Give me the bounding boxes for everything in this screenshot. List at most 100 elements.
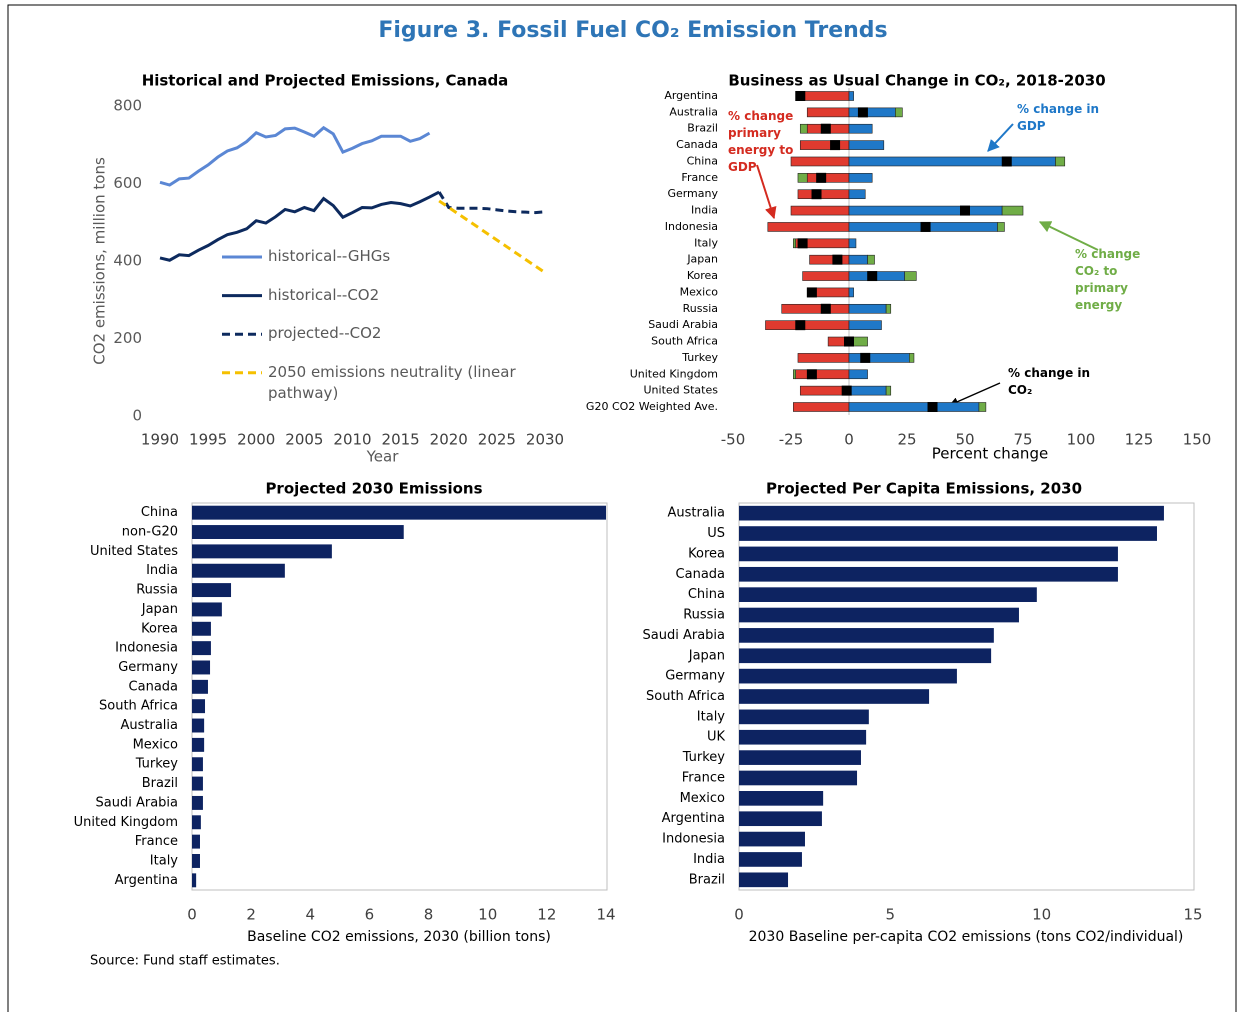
category-label: Saudi Arabia [648, 318, 718, 331]
annotation-arrow [987, 123, 1014, 152]
category-label: India [691, 204, 718, 217]
bar-segment [895, 107, 903, 118]
category-label: Germany [665, 669, 725, 684]
bar-segment [885, 303, 892, 314]
bar [739, 566, 1118, 582]
bar [192, 525, 404, 539]
bar-segment [799, 140, 850, 150]
x-tick-label: 2020 [430, 431, 468, 449]
y-tick-label: 400 [113, 252, 142, 270]
category-label: Canada [129, 679, 178, 694]
category-label: Korea [687, 269, 718, 282]
bar-segment [797, 189, 850, 200]
bar [192, 873, 197, 888]
bar [192, 679, 208, 694]
bar [739, 831, 805, 847]
bar-segment [853, 336, 868, 347]
category-label: United States [90, 544, 178, 559]
bar-segment [848, 353, 910, 363]
category-label: Indonesia [662, 832, 725, 847]
bar-segment [790, 156, 850, 167]
marker [841, 385, 852, 396]
x-tick-label: 14 [596, 906, 615, 924]
category-label: France [135, 834, 178, 849]
bar-segment [790, 205, 850, 216]
marker [960, 205, 970, 216]
bar-segment [1001, 205, 1024, 216]
bar [192, 641, 211, 656]
bar [739, 750, 861, 765]
marker [797, 238, 808, 249]
x-axis-label: 2030 Baseline per-capita CO2 emissions (… [749, 929, 1184, 945]
x-tick-label: 5 [886, 906, 896, 924]
category-label: Germany [667, 187, 718, 200]
bar-segment [848, 173, 873, 183]
legend-label: historical--GHGs [268, 247, 391, 265]
marker [867, 271, 878, 282]
bar [192, 583, 232, 598]
category-label: Turkey [682, 750, 726, 765]
bar-segment [809, 254, 850, 265]
bar-segment [767, 222, 850, 232]
category-label: United States [644, 384, 719, 397]
chart-title: Projected Per Capita Emissions, 2030 [766, 480, 1082, 498]
bar [739, 791, 824, 806]
category-label: South Africa [646, 689, 725, 704]
category-label: China [688, 587, 725, 602]
marker [844, 336, 854, 347]
category-label: United Kingdom [630, 367, 718, 380]
line-series [438, 199, 546, 274]
x-tick-label: 2000 [237, 431, 275, 449]
bar-segment [797, 173, 808, 183]
bar-segment [848, 254, 868, 265]
category-label: Canada [676, 567, 725, 582]
bar [192, 718, 205, 733]
bar-segment [848, 238, 857, 249]
chart-title: Historical and Projected Emissions, Cana… [142, 72, 509, 90]
category-label: Japan [141, 602, 178, 617]
category-label: US [707, 526, 725, 541]
marker [927, 402, 938, 412]
y-tick-label: 800 [113, 97, 142, 115]
bar [192, 621, 211, 636]
category-label: G20 CO2 Weighted Ave. [586, 400, 718, 413]
x-tick-label: 150 [1183, 431, 1212, 449]
category-label: Turkey [681, 351, 718, 364]
category-label: Australia [669, 105, 718, 118]
marker [811, 189, 822, 200]
x-tick-label: 2030 [526, 431, 564, 449]
category-label: Germany [118, 660, 178, 675]
x-tick-label: 10 [1032, 906, 1051, 924]
category-label: Saudi Arabia [643, 628, 726, 643]
category-label: Australia [120, 718, 178, 733]
category-label: Japan [686, 253, 718, 266]
category-label: Brazil [689, 872, 725, 887]
chart-title: Business as Usual Change in CO₂, 2018-20… [728, 72, 1105, 90]
bar-segment [848, 287, 854, 298]
bar-segment [867, 254, 875, 265]
marker [795, 320, 806, 331]
x-axis-label: Baseline CO2 emissions, 2030 (billion to… [247, 929, 551, 945]
marker [857, 107, 868, 118]
category-label: Turkey [135, 757, 179, 772]
x-tick-label: 100 [1067, 431, 1096, 449]
bar-segment [848, 189, 866, 200]
line-series [437, 191, 546, 215]
source-note: Source: Fund staff estimates. [90, 954, 280, 969]
category-label: Brazil [687, 122, 718, 135]
x-tick-label: 8 [424, 906, 434, 924]
bar-segment [848, 369, 868, 380]
bar [192, 699, 206, 714]
bar-segment [765, 320, 850, 330]
category-label: Mexico [680, 285, 719, 298]
bar-segment [848, 156, 1056, 167]
category-label: Mexico [133, 737, 178, 752]
x-tick-label: 50 [955, 431, 974, 449]
bar-segment [997, 222, 1005, 232]
bar [739, 587, 1037, 602]
category-label: India [146, 563, 178, 578]
marker [920, 221, 931, 232]
bar-segment [848, 91, 854, 101]
bar [192, 795, 203, 810]
